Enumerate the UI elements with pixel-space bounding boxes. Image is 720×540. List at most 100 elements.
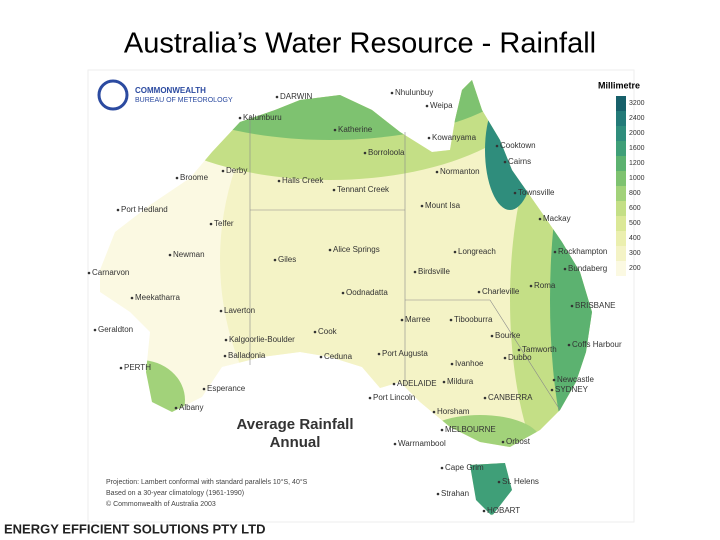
- legend-swatch: [616, 246, 626, 261]
- place-dot: [420, 204, 424, 208]
- place-label: Broome: [180, 173, 209, 182]
- logo-text: COMMONWEALTH: [135, 86, 206, 95]
- place-dot: [174, 406, 178, 410]
- legend-swatch: [616, 96, 626, 111]
- place-dot: [440, 466, 444, 470]
- place-label: Alice Springs: [333, 245, 380, 254]
- place-dot: [427, 136, 431, 140]
- place-label: Charleville: [482, 287, 520, 296]
- legend-label: 1200: [629, 160, 645, 167]
- place-label: Cape Grim: [445, 463, 484, 472]
- place-label: Balladonia: [228, 351, 266, 360]
- place-label: DARWIN: [280, 92, 313, 101]
- legend-label: 2400: [629, 115, 645, 122]
- place-dot: [328, 248, 332, 252]
- place-label: Weipa: [430, 101, 453, 110]
- place-dot: [393, 442, 397, 446]
- place-label: Dubbo: [508, 353, 532, 362]
- place-dot: [368, 396, 372, 400]
- place-dot: [202, 387, 206, 391]
- place-dot: [552, 378, 556, 382]
- place-dot: [277, 179, 281, 183]
- place-label: Katherine: [338, 125, 373, 134]
- place-label: HOBART: [487, 506, 520, 515]
- place-label: Halls Creek: [282, 176, 324, 185]
- place-dot: [425, 104, 429, 108]
- place-dot: [413, 270, 417, 274]
- place-dot: [209, 222, 213, 226]
- legend-swatch: [616, 231, 626, 246]
- place-dot: [400, 318, 404, 322]
- place-dot: [168, 253, 172, 257]
- legend-label: 800: [629, 190, 641, 197]
- place-label: Newcastle: [557, 375, 594, 384]
- place-dot: [116, 208, 120, 212]
- place-label: Cairns: [508, 157, 531, 166]
- place-dot: [497, 480, 501, 484]
- place-dot: [224, 338, 228, 342]
- place-label: Laverton: [224, 306, 255, 315]
- place-label: Kalgoorlie-Boulder: [229, 335, 295, 344]
- place-dot: [450, 362, 454, 366]
- place-label: Derby: [226, 166, 247, 175]
- place-dot: [477, 290, 481, 294]
- place-dot: [87, 271, 91, 275]
- place-label: Warrnambool: [398, 439, 446, 448]
- legend-swatch: [616, 261, 626, 276]
- place-label: MELBOURNE: [445, 425, 496, 434]
- legend-label: 300: [629, 250, 641, 257]
- place-label: PERTH: [124, 363, 151, 372]
- place-label: Cook: [318, 327, 338, 336]
- place-dot: [482, 509, 486, 513]
- place-label: ADELAIDE: [397, 379, 437, 388]
- place-dot: [392, 382, 396, 386]
- place-label: Kowanyama: [432, 133, 477, 142]
- place-dot: [341, 291, 345, 295]
- place-dot: [503, 356, 507, 360]
- place-dot: [490, 334, 494, 338]
- place-dot: [550, 388, 554, 392]
- place-dot: [570, 304, 574, 308]
- legend-label: 500: [629, 220, 641, 227]
- place-dot: [517, 348, 521, 352]
- legend-swatch: [616, 201, 626, 216]
- legend-label: 200: [629, 265, 641, 272]
- place-label: Port Lincoln: [373, 393, 415, 402]
- place-label: Port Augusta: [382, 349, 428, 358]
- legend-label: 2000: [629, 130, 645, 137]
- note: © Commonwealth of Australia 2003: [106, 500, 216, 508]
- place-label: Oodnadatta: [346, 288, 388, 297]
- place-dot: [363, 151, 367, 155]
- slide-title: Australia’s Water Resource - Rainfall: [124, 28, 596, 60]
- place-label: Albany: [179, 403, 203, 412]
- legend-swatch: [616, 111, 626, 126]
- place-dot: [563, 267, 567, 271]
- place-label: Birdsville: [418, 267, 451, 276]
- logo-icon: [97, 79, 129, 111]
- place-dot: [238, 116, 242, 120]
- place-label: Kalumburu: [243, 113, 282, 122]
- place-dot: [319, 355, 323, 359]
- place-label: Strahan: [441, 489, 469, 498]
- place-label: Longreach: [458, 247, 496, 256]
- legend-label: 400: [629, 235, 641, 242]
- place-dot: [436, 492, 440, 496]
- legend-label: 1600: [629, 145, 645, 152]
- place-label: Port Hedland: [121, 205, 168, 214]
- place-dot: [567, 343, 571, 347]
- legend-swatch: [616, 186, 626, 201]
- place-dot: [333, 128, 337, 132]
- place-label: Borroloola: [368, 148, 405, 157]
- legend-swatch: [616, 171, 626, 186]
- place-dot: [453, 250, 457, 254]
- place-dot: [390, 91, 394, 95]
- place-label: Normanton: [440, 167, 480, 176]
- legend-label: 1000: [629, 175, 645, 182]
- place-dot: [223, 354, 227, 358]
- legend-label: 600: [629, 205, 641, 212]
- place-dot: [501, 440, 505, 444]
- place-label: Townsville: [518, 188, 555, 197]
- place-dot: [93, 328, 97, 332]
- legend-swatch: [616, 216, 626, 231]
